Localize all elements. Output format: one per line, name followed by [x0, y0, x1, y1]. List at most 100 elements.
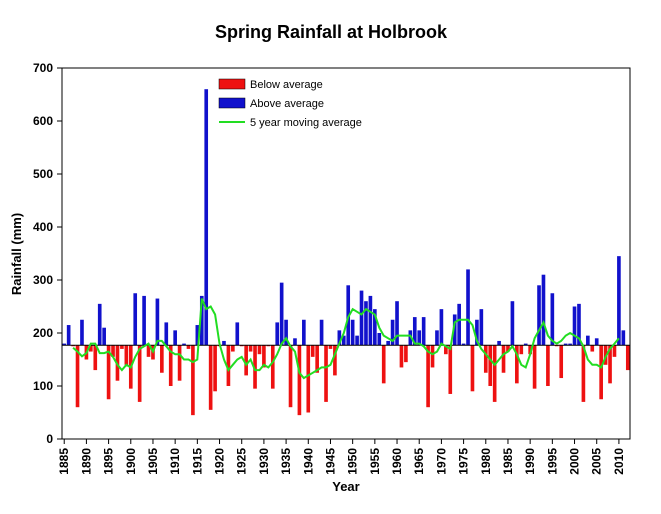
y-axis-label: Rainfall (mm) [9, 213, 24, 295]
below-average-bar [146, 345, 151, 357]
y-tick-label: 700 [33, 61, 53, 75]
above-average-bar [235, 322, 240, 346]
below-average-bar [262, 345, 266, 368]
above-average-bar [421, 317, 426, 346]
y-axis: 0 100 200 300 400 500 600 700 [33, 61, 62, 446]
above-average-bar [199, 295, 204, 346]
below-average-bar [288, 345, 293, 408]
x-tick-label: 1890 [79, 448, 93, 475]
below-average-bar [239, 345, 244, 347]
above-average-bar [319, 319, 324, 346]
above-average-bar [182, 343, 186, 346]
below-average-bar [470, 345, 475, 392]
y-tick-label: 300 [33, 273, 53, 287]
below-average-bar [599, 345, 603, 400]
below-average-bar [168, 345, 173, 386]
x-tick-label: 1885 [57, 448, 71, 475]
below-average-bar [448, 345, 453, 394]
x-tick-label: 1900 [124, 448, 138, 475]
below-average-bar [71, 345, 75, 347]
above-average-bar [195, 325, 200, 346]
below-average-bar [191, 345, 195, 416]
above-average-bar [390, 319, 395, 346]
below-average-bar [106, 345, 111, 400]
below-average-bar [257, 345, 262, 355]
below-average-bar [253, 345, 257, 389]
below-average-bar [328, 345, 333, 349]
above-average-bar [479, 309, 484, 346]
below-average-bar [89, 345, 93, 352]
above-average-bar [359, 290, 364, 346]
below-average-bar [404, 345, 408, 363]
legend-swatch [218, 78, 246, 90]
bars-group [62, 89, 630, 416]
above-average-bar [173, 330, 177, 346]
below-average-bar [430, 345, 435, 368]
above-average-bar [466, 269, 470, 346]
x-tick-label: 1975 [457, 448, 471, 475]
above-average-bar [133, 293, 138, 346]
legend-label: Below average [250, 79, 323, 91]
below-average-bar [186, 345, 191, 349]
x-tick-label: 1930 [257, 448, 271, 475]
below-average-bar [399, 345, 404, 368]
above-average-bar [341, 335, 346, 346]
above-average-bar [62, 343, 67, 346]
above-average-bar [284, 319, 288, 346]
above-average-bar [412, 317, 417, 346]
above-average-bar [537, 285, 541, 346]
above-average-bar [355, 335, 359, 346]
above-average-bar [621, 330, 626, 346]
chart-title: Spring Rainfall at Holbrook [215, 22, 448, 42]
above-average-bar [568, 343, 572, 346]
above-average-bar [155, 298, 160, 346]
below-average-bar [226, 345, 231, 386]
above-average-bar [364, 301, 368, 346]
x-tick-label: 2000 [568, 448, 582, 475]
below-average-bar [177, 345, 182, 381]
below-average-bar [266, 345, 271, 347]
above-average-bar [377, 333, 382, 346]
above-average-bar [617, 256, 621, 346]
below-average-bar [208, 345, 213, 410]
x-tick-label: 2010 [612, 448, 626, 475]
above-average-bar [510, 301, 515, 346]
below-average-bar [137, 345, 142, 402]
legend-label: Above average [250, 98, 324, 110]
above-average-bar [222, 340, 226, 346]
below-average-bar [492, 345, 497, 402]
below-average-bar [244, 345, 248, 376]
above-average-bar [368, 295, 373, 346]
below-average-bar [515, 345, 519, 384]
x-tick-label: 1895 [102, 448, 116, 475]
y-tick-label: 500 [33, 167, 53, 181]
below-average-bar [528, 345, 532, 355]
x-axis-label: Year [332, 479, 359, 494]
above-average-bar [373, 309, 377, 346]
below-average-bar [120, 345, 124, 349]
above-average-bar [350, 319, 355, 346]
above-average-bar [66, 325, 71, 346]
above-average-bar [563, 343, 568, 346]
below-average-bar [381, 345, 386, 384]
below-average-bar [315, 345, 319, 373]
above-average-bar [386, 340, 390, 346]
below-average-bar [297, 345, 302, 416]
below-average-bar [546, 345, 550, 386]
above-average-bar [435, 330, 439, 346]
above-average-bar [164, 322, 169, 346]
below-average-bar [333, 345, 337, 376]
above-average-bar [497, 340, 501, 346]
x-tick-label: 1940 [301, 448, 315, 475]
legend: Below average Above average 5 year moving … [218, 78, 362, 129]
above-average-bar [541, 274, 546, 346]
above-average-bar [452, 314, 457, 346]
above-average-bar [142, 295, 146, 346]
above-average-bar [439, 309, 444, 346]
x-tick-label: 1970 [434, 448, 448, 475]
x-tick-label: 1935 [279, 448, 293, 475]
x-axis: 1885 1890 1895 1900 1905 1910 1915 1920 1925 1930… [57, 439, 626, 475]
above-average-bar [594, 338, 599, 346]
above-average-bar [461, 343, 466, 346]
x-tick-label: 1955 [368, 448, 382, 475]
